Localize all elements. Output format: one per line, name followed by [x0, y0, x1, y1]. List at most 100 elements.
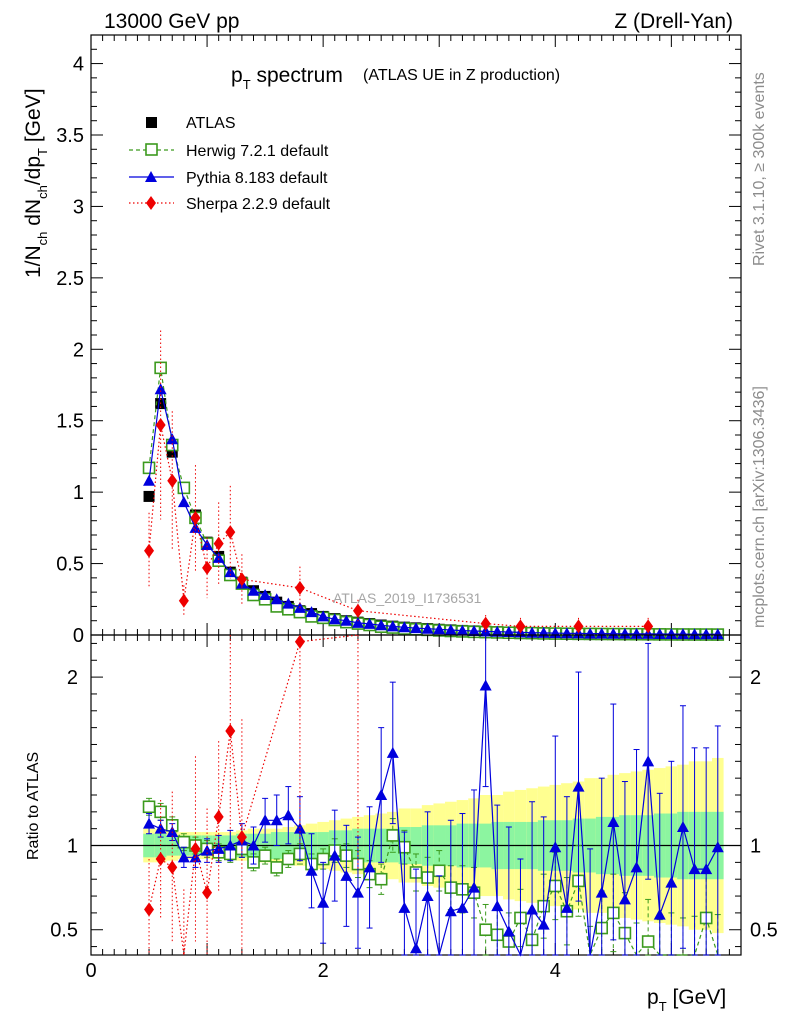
analysis-watermark: ATLAS_2019_I1736531	[333, 590, 482, 606]
main-point-pythia	[410, 622, 422, 634]
main-point-pythia	[351, 616, 364, 628]
main-point-pythia	[479, 625, 492, 637]
ratio-point-pythia	[537, 918, 550, 930]
main-point-sherpa	[155, 418, 166, 432]
main-point-sherpa	[190, 510, 201, 525]
ratio-point-pythia	[270, 814, 283, 826]
legend-entry-pythia: Pythia 8.183 default	[129, 170, 328, 187]
main-point-sherpa	[167, 473, 178, 488]
ratio-point-pythia	[282, 809, 295, 821]
main-point-pythia	[653, 628, 666, 639]
main-point-pythia	[618, 627, 631, 639]
main-point-pythia	[711, 628, 724, 640]
ratio-y-tick-label: 2	[67, 667, 78, 689]
main-point-pythia	[247, 584, 260, 596]
main-point-pythia	[270, 593, 283, 605]
main-panel: 0 0.5 1 1.5 2 2.5 3 3.5 4 pT spectrum (ATLAS UE …	[22, 34, 742, 647]
legend-marker-herwig	[145, 143, 158, 156]
legend-entry-atlas: ATLAS	[146, 115, 236, 132]
ratio-point-pythia	[177, 851, 190, 863]
main-title: pT spectrum	[231, 64, 343, 92]
legend-entry-sherpa: Sherpa 2.2.9 default	[129, 196, 331, 213]
ratio-point-pythia	[479, 679, 492, 691]
ratio-point-pythia	[421, 890, 434, 902]
legend-marker-pythia	[145, 171, 157, 182]
ratio-point-pythia	[711, 841, 724, 853]
main-y-tick-label: 0	[73, 625, 84, 647]
ratio-point-pythia	[410, 942, 422, 954]
x-tick-label: 0	[85, 960, 96, 982]
main-point-herwig	[142, 461, 156, 475]
main-point-pythia	[456, 624, 469, 636]
header-right: Z (Drell-Yan)	[614, 10, 733, 33]
legend-marker-sherpa	[146, 196, 156, 210]
main-point-pythia	[468, 625, 481, 636]
main-subtitle: (ATLAS UE in Z production)	[363, 67, 560, 84]
ratio-point-pythia	[305, 864, 318, 876]
ratio-point-pythia	[386, 746, 399, 758]
ratio-point-sherpa	[236, 830, 247, 845]
legend-label-pythia: Pythia 8.183 default	[186, 170, 328, 187]
ratio-point-pythia	[665, 876, 678, 888]
main-point-pythia	[154, 383, 167, 395]
ratio-point-pythia	[166, 826, 179, 838]
ratio-point-herwig	[641, 935, 655, 948]
ratio-point-pythia	[618, 893, 631, 905]
ratio-point-pythia	[398, 901, 411, 913]
ratio-point-sherpa	[167, 860, 178, 875]
main-point-sherpa	[178, 593, 189, 608]
ratio-point-pythia	[572, 780, 585, 792]
legend-marker-atlas	[146, 117, 157, 128]
main-point-pythia	[189, 521, 202, 533]
ratio-point-sherpa	[190, 841, 201, 856]
ratio-point-sherpa	[202, 885, 213, 900]
side-label-mcplots: mcplots.cern.ch [arXiv:1306.3436]	[751, 386, 768, 628]
main-y-tick-label: 2	[73, 339, 84, 361]
ratio-point-pythia	[526, 903, 539, 915]
ratio-point-pythia	[630, 861, 643, 873]
main-point-sherpa	[294, 580, 305, 595]
ratio-point-pythia	[201, 844, 214, 856]
legend-label-sherpa: Sherpa 2.2.9 default	[186, 196, 331, 213]
main-point-pythia	[595, 627, 608, 639]
legend-label-herwig: Herwig 7.2.1 default	[186, 143, 329, 160]
ratio-point-pythia	[328, 849, 341, 861]
legend-label-atlas: ATLAS	[186, 115, 236, 132]
ratio-point-pythia	[247, 839, 260, 851]
main-point-pythia	[398, 621, 411, 633]
main-point-pythia	[491, 625, 504, 637]
ratio-point-pythia	[456, 901, 469, 913]
ratio-point-herwig	[282, 852, 295, 866]
ratio-point-pythia	[224, 839, 237, 851]
ratio-point-pythia	[642, 755, 655, 767]
ratio-axes: 0.5 1 2 0.5 1 2 0 2 4	[50, 635, 778, 982]
ratio-point-herwig	[258, 849, 272, 862]
ratio-panel: 0.5 1 2 0.5 1 2 0 2 4 Ratio to ATLAS pT [GeV]	[25, 634, 778, 1014]
main-point-pythia	[665, 628, 678, 640]
ratio-point-pythia	[340, 869, 353, 881]
main-y-tick-label: 1.5	[56, 411, 84, 433]
main-point-atlas	[143, 490, 155, 502]
ratio-point-pythia	[317, 896, 330, 908]
main-point-sherpa	[643, 619, 654, 634]
ratio-point-herwig	[270, 861, 284, 874]
ratio-y-tick-label-right: 1	[750, 836, 761, 858]
main-y-tick-label: 3	[73, 196, 84, 218]
main-point-pythia	[444, 624, 457, 635]
main-point-pythia	[328, 613, 341, 625]
main-point-pythia	[201, 539, 214, 550]
main-point-sherpa	[573, 619, 584, 634]
side-label-rivet: Rivet 3.1.10, ≥ 300k events	[751, 72, 768, 266]
main-point-pythia	[421, 622, 434, 634]
ratio-point-pythia	[259, 814, 272, 826]
main-point-pythia	[363, 617, 376, 629]
ratio-point-sherpa	[213, 809, 224, 824]
main-point-pythia	[177, 496, 190, 508]
ratio-point-herwig	[142, 800, 156, 814]
ratio-y-axis-label: Ratio to ATLAS	[25, 752, 42, 860]
main-point-pythia	[259, 589, 272, 600]
main-axes: 0 0.5 1 1.5 2 2.5 3 3.5 4	[56, 34, 742, 647]
main-point-pythia	[166, 433, 179, 445]
main-point-pythia	[305, 606, 318, 618]
main-y-tick-label: 1	[73, 482, 84, 504]
